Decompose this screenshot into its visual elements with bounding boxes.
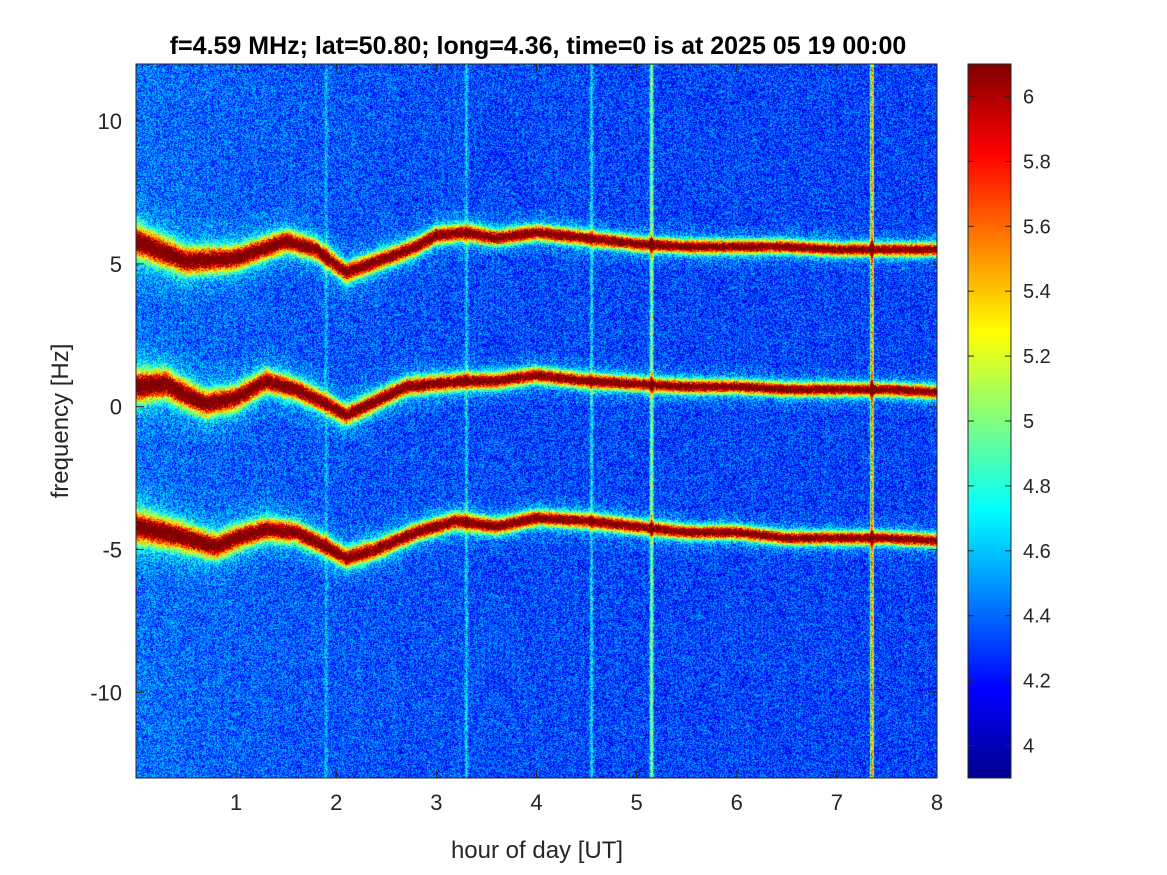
x-tick-label: 4 (530, 790, 542, 815)
plot-area (135, 63, 938, 779)
y-tick-label: 0 (110, 395, 122, 420)
x-tick-label: 6 (731, 790, 743, 815)
x-tick-label: 8 (931, 790, 943, 815)
x-axis-label: hour of day [UT] (451, 837, 623, 864)
x-tick-label: 1 (230, 790, 242, 815)
colorbar-gradient (968, 64, 1011, 778)
y-axis-ticks: 10 5 0 -5 -10 (90, 109, 937, 705)
colorbar-tick-label: 5.2 (1023, 346, 1051, 368)
colorbar-tick-label: 6 (1023, 86, 1034, 108)
colorbar-tick-label: 5.4 (1023, 281, 1051, 303)
y-tick-label: 5 (110, 252, 122, 277)
colorbar-tick-label: 5.6 (1023, 216, 1051, 238)
colorbar-tick-label: 4 (1023, 736, 1034, 758)
chart-title: f=4.59 MHz; lat=50.80; long=4.36, time=0… (170, 32, 907, 60)
y-axis-label: frequency [Hz] (47, 344, 74, 499)
colorbar-ticks: 6 5.8 5.6 5.4 5.2 5 4.8 4.6 4.4 4.2 4 (968, 86, 1051, 758)
colorbar-tick-label: 4.4 (1023, 606, 1051, 628)
colorbar-tick-label: 5.8 (1023, 151, 1051, 173)
x-tick-label: 7 (831, 790, 843, 815)
spectrogram-heatmap (136, 64, 937, 778)
colorbar-tick-label: 4.6 (1023, 541, 1051, 563)
y-tick-label: 10 (98, 109, 122, 134)
y-tick-label: -5 (102, 538, 122, 563)
x-tick-label: 3 (430, 790, 442, 815)
y-tick-label: -10 (90, 680, 122, 705)
colorbar-tick-label: 5 (1023, 411, 1034, 433)
x-axis-ticks: 1 2 3 4 5 6 7 8 (230, 64, 943, 815)
colorbar: 6 5.8 5.6 5.4 5.2 5 4.8 4.6 4.4 4.2 4 (967, 63, 1051, 779)
x-tick-label: 2 (330, 790, 342, 815)
x-tick-label: 5 (631, 790, 643, 815)
colorbar-tick-label: 4.8 (1023, 476, 1051, 498)
colorbar-tick-label: 4.2 (1023, 671, 1051, 693)
